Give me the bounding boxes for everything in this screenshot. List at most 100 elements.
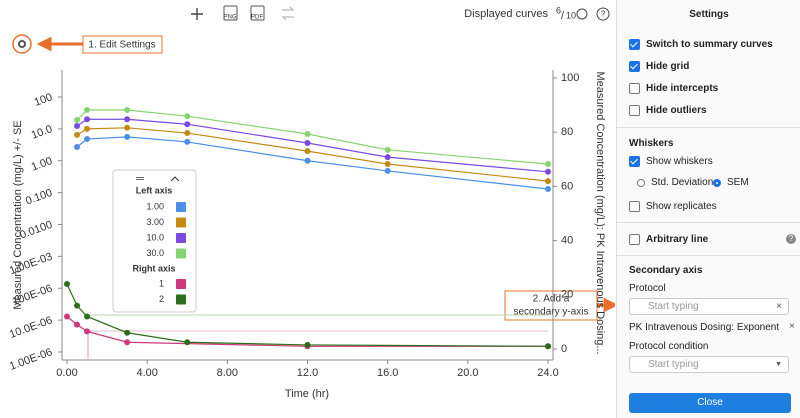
data-point <box>304 341 311 348</box>
series-line <box>76 109 549 165</box>
info-icon[interactable] <box>576 8 588 20</box>
option-label: Hide intercepts <box>646 83 719 94</box>
data-point <box>74 116 81 123</box>
data-point <box>74 123 81 130</box>
dropdown-arrow[interactable]: ▼ <box>775 361 782 368</box>
data-point <box>124 107 131 114</box>
legend-swatch <box>176 248 186 259</box>
section-title: Whiskers <box>629 138 674 149</box>
legend-label: 2 <box>159 294 164 304</box>
data-point <box>124 329 131 336</box>
separator <box>617 127 800 128</box>
condition-input[interactable]: Start typing ▼ <box>629 356 789 373</box>
checkbox[interactable] <box>629 201 640 212</box>
option[interactable]: Hide grid <box>629 61 689 72</box>
annotation-text: 1. Edit Settings <box>88 40 155 51</box>
section-title: Secondary axis <box>629 265 703 276</box>
clear-button[interactable]: × <box>776 301 782 312</box>
annotation-arrow <box>597 297 615 313</box>
y-tick-label: 10.0 <box>30 123 54 142</box>
data-point <box>384 161 391 168</box>
y-tick-label: 1.00E-06 <box>8 346 54 373</box>
radio-option[interactable]: Std. Deviation <box>637 177 713 188</box>
legend-swatch <box>176 294 186 305</box>
legend-label: 10.0 <box>146 232 164 242</box>
y-tick-label: 1.00 <box>30 155 54 174</box>
x-axis-label: Time (hr) <box>285 388 329 400</box>
option-label: Show replicates <box>646 201 717 212</box>
checkbox[interactable] <box>629 83 640 94</box>
placeholder: Start typing <box>648 359 699 370</box>
help-icon[interactable]: ? <box>786 234 796 244</box>
data-point <box>184 113 191 120</box>
legend-title: Left axis <box>136 185 173 195</box>
checkbox[interactable] <box>629 61 640 72</box>
option-label: Switch to summary curves <box>646 39 773 50</box>
settings-title: Settings <box>689 9 729 20</box>
data-point <box>545 185 551 192</box>
data-point <box>124 124 131 131</box>
field-label: Protocol condition <box>629 341 709 352</box>
protocol-input[interactable]: Start typing × <box>629 298 789 315</box>
swap-icon[interactable] <box>281 6 295 21</box>
data-point <box>124 116 131 123</box>
radio-option[interactable]: SEM <box>713 177 749 188</box>
data-point <box>74 131 81 138</box>
data-point <box>84 107 91 114</box>
data-point <box>384 154 391 161</box>
option[interactable]: Hide intercepts <box>629 83 718 94</box>
checkbox[interactable] <box>629 105 640 116</box>
pdf-icon[interactable] <box>250 5 265 21</box>
data-point <box>84 328 91 335</box>
legend-swatch <box>176 202 186 212</box>
png-icon[interactable] <box>223 5 238 21</box>
option-label: Hide outliers <box>646 105 707 116</box>
close-button[interactable]: Close <box>629 393 791 413</box>
data-point <box>184 339 191 346</box>
selected-protocol: PK Intravenous Dosing: Exponential ... <box>629 322 779 333</box>
annotation-box <box>504 290 598 321</box>
option-label: Hide grid <box>646 61 690 72</box>
add-icon[interactable] <box>191 8 203 20</box>
legend-drag: ═ <box>135 173 144 185</box>
series-line <box>76 118 549 173</box>
legend <box>112 169 197 313</box>
option[interactable]: Switch to summary curves <box>629 39 773 50</box>
checkbox[interactable] <box>629 156 640 167</box>
data-point <box>74 302 81 309</box>
x-tick-label: 24.0 <box>537 367 558 379</box>
radio-label: Std. Deviation <box>651 177 714 188</box>
option[interactable]: Show replicates <box>629 201 717 212</box>
settings-gear[interactable] <box>12 34 32 54</box>
data-point <box>384 146 391 153</box>
checkbox[interactable] <box>629 234 640 245</box>
x-tick-label: 4.00 <box>136 367 157 379</box>
legend-label: 1.00 <box>146 201 164 211</box>
checkbox[interactable] <box>629 39 640 50</box>
y-tick-label: 100 <box>33 91 54 109</box>
help-icon[interactable] <box>596 7 610 21</box>
data-point <box>545 178 551 185</box>
data-point <box>184 121 191 128</box>
option-label: Show whiskers <box>646 156 713 167</box>
option[interactable]: Show whiskers <box>629 156 713 167</box>
y2-tick-label: 0 <box>561 343 567 355</box>
y-axis-label: Measured Concentration (mg/L) +/- SE <box>12 120 24 309</box>
y2-tick-label: 100 <box>561 72 579 84</box>
field-label: Protocol <box>629 283 666 294</box>
legend-label: 1 <box>159 278 164 288</box>
data-point <box>64 313 70 320</box>
annotation-text: 2. Add a <box>533 294 570 305</box>
remove-button[interactable]: × <box>789 321 795 332</box>
radio[interactable] <box>637 178 645 187</box>
annotation-box <box>82 35 163 54</box>
radio[interactable] <box>713 178 721 187</box>
data-point <box>304 131 311 138</box>
data-point <box>84 313 91 320</box>
option[interactable]: Hide outliers <box>629 105 707 116</box>
y2-tick-label: 20 <box>561 289 573 301</box>
data-point <box>545 161 551 168</box>
x-tick-label: 16.0 <box>377 367 398 379</box>
option[interactable]: Arbitrary line <box>629 234 708 245</box>
data-point <box>74 144 81 151</box>
